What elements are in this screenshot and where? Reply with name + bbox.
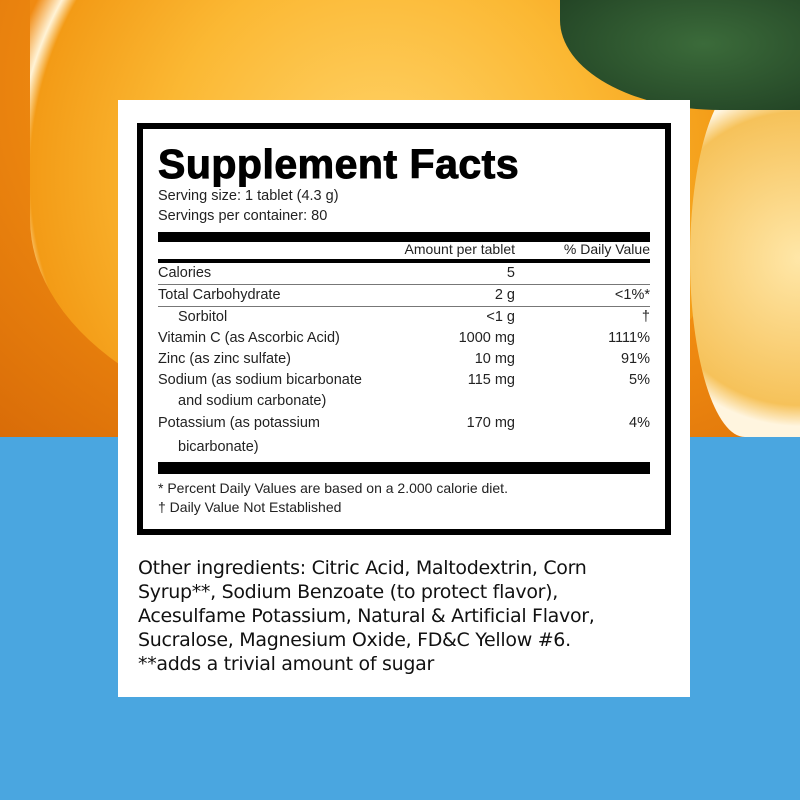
daily-value-header: % Daily Value <box>563 241 650 257</box>
table-row-continuation: bicarbonate) <box>158 434 650 460</box>
ingredients-line: Other ingredients: Citric Acid, Maltodex… <box>138 557 587 579</box>
nutrient-dv: <1%* <box>614 287 650 303</box>
nutrient-name: Total Carbohydrate <box>158 287 281 303</box>
nutrient-dv: 5% <box>629 372 650 388</box>
table-row: Calories 5 <box>158 263 650 285</box>
footnote-daily-values: * Percent Daily Values are based on a 2.… <box>158 480 508 496</box>
nutrient-dv: 91% <box>620 351 650 367</box>
table-row: Zinc (as zinc sulfate) 10 mg 91% <box>158 349 650 370</box>
facts-title: Supplement Facts <box>158 141 520 187</box>
nutrient-amount: 1000 mg <box>458 330 515 346</box>
table-row: Sodium (as sodium bicarbonate 115 mg 5% <box>158 370 650 391</box>
nutrient-name: Calories <box>158 265 212 281</box>
nutrient-amount: 115 mg <box>467 372 515 388</box>
sugar-note: **adds a trivial amount of sugar <box>138 653 434 675</box>
nutrient-amount: 10 mg <box>474 351 515 367</box>
amount-header: Amount per tablet <box>404 241 515 257</box>
nutrient-amount: 5 <box>506 265 515 281</box>
serving-size: Serving size: 1 tablet (4.3 g) <box>158 188 339 204</box>
nutrient-name: Vitamin C (as Ascorbic Acid) <box>158 330 340 346</box>
table-row: Vitamin C (as Ascorbic Acid) 1000 mg 1111% <box>158 328 650 349</box>
other-ingredients: Other ingredients: Citric Acid, Maltodex… <box>138 556 678 676</box>
nutrient-name: Potassium (as potassium <box>158 415 320 431</box>
nutrient-name: Sorbitol <box>178 309 228 325</box>
table-row-continuation: and sodium carbonate) <box>158 391 650 412</box>
nutrient-name-cont: bicarbonate) <box>178 439 259 455</box>
footnote-not-established: † Daily Value Not Established <box>158 499 342 515</box>
nutrient-dv <box>515 263 650 284</box>
table-row: Sorbitol <1 g † <box>158 307 650 328</box>
divider-bar <box>158 232 650 242</box>
column-headers: Amount per tablet % Daily Value <box>158 241 650 263</box>
nutrient-amount: 170 mg <box>466 415 515 431</box>
ingredients-line: Syrup**, Sodium Benzoate (to protect fla… <box>138 581 559 603</box>
nutrient-amount: <1 g <box>486 309 515 325</box>
servings-per-container: Servings per container: 80 <box>158 208 328 224</box>
nutrient-dv: 4% <box>629 415 650 431</box>
nutrient-name: Zinc (as zinc sulfate) <box>158 351 291 367</box>
ingredients-line: Acesulfame Potassium, Natural & Artifici… <box>138 605 595 627</box>
nutrient-amount: 2 g <box>494 287 515 303</box>
nutrient-dv: 1111% <box>608 330 650 346</box>
table-row: Total Carbohydrate 2 g <1%* <box>158 285 650 307</box>
nutrient-name-cont: and sodium carbonate) <box>178 393 327 409</box>
divider-bar <box>158 462 650 474</box>
ingredients-line: Sucralose, Magnesium Oxide, FD&C Yellow … <box>138 629 571 651</box>
label-panel <box>118 100 690 697</box>
nutrient-dv: † <box>641 309 650 325</box>
table-row: Potassium (as potassium 170 mg 4% <box>158 413 650 434</box>
supplement-facts-box: Supplement Facts Serving size: 1 tablet … <box>137 123 671 535</box>
nutrient-name: Sodium (as sodium bicarbonate <box>158 372 362 388</box>
orange-slice-image <box>690 80 800 437</box>
